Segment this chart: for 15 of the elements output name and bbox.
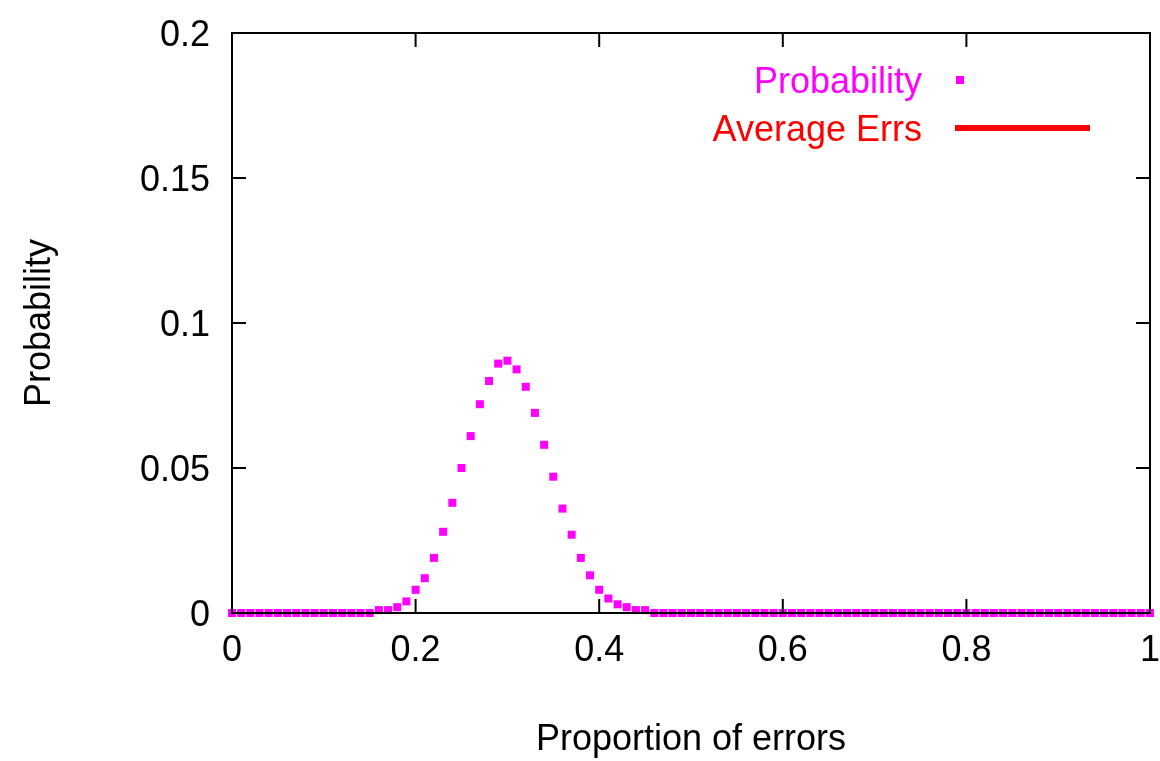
x-tick-label: 0.2	[390, 628, 441, 669]
x-tick-label: 0.8	[941, 628, 992, 669]
x-axis-title: Proportion of errors	[535, 717, 847, 758]
y-tick-label: 0	[189, 593, 210, 634]
legend-label: Probability	[753, 60, 922, 101]
legend-label: Average Errs	[712, 108, 922, 149]
y-tick-label: 0.15	[139, 158, 210, 199]
x-tick-label: 0.6	[757, 628, 808, 669]
y-tick-label: 0.1	[159, 303, 210, 344]
x-tick-label: 1	[1139, 628, 1160, 669]
x-tick-label: 0	[221, 628, 243, 669]
y-axis-title: Probability	[17, 238, 58, 408]
y-tick-label: 0.2	[159, 13, 210, 54]
x-tick-label: 0.4	[574, 628, 625, 669]
y-tick-label: 0.05	[139, 448, 210, 489]
